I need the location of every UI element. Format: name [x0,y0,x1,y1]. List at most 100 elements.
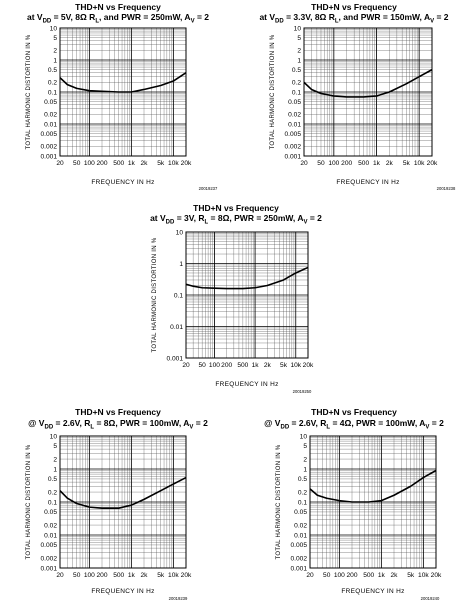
y-tick-label: 0.005 [290,542,307,549]
y-tick-label: 0.1 [174,292,183,299]
y-tick-label: 0.01 [294,532,307,539]
figure-id: 20019238 [437,186,456,191]
x-tick-label: 50 [199,362,207,369]
grid-lines [60,435,186,569]
x-tick-label: 500 [363,572,374,579]
x-tick-label: 10k [418,572,429,579]
y-tick-label: 1 [53,466,57,473]
x-tick-label: 2k [264,362,272,369]
y-axis-label: TOTAL HARMONIC DISTORTION IN % [276,444,282,559]
y-tick-label: 0.001 [40,153,57,160]
x-tick-label: 20 [56,572,64,579]
x-tick-label: 1k [378,572,386,579]
chart-title: THD+N vs Frequency [75,407,161,417]
x-tick-label: 20k [181,572,192,579]
plot-frame [59,435,187,569]
y-tick-label: 0.001 [284,153,301,160]
y-tick-label: 0.02 [288,112,301,119]
chart-panel-4: THD+N vs Frequency @ VDD = 2.6V, RL = 8Ω… [0,404,236,602]
y-tick-label: 10 [176,229,184,236]
figure-id: 20019240 [421,596,440,601]
x-tick-label: 2k [386,160,394,167]
y-tick-label: 0.05 [44,509,57,516]
x-tick-label: 2k [391,572,399,579]
plot-frame [59,27,187,157]
x-tick-label: 500 [113,572,124,579]
plot-frame [309,435,437,569]
figure-id: 20019239 [169,596,188,601]
y-tick-label: 2 [53,48,57,55]
y-tick-label: 0.2 [48,80,57,87]
y-tick-label: 0.5 [48,476,57,483]
grid-lines [304,27,432,157]
x-tick-label: 20 [300,160,308,167]
y-tick-label: 1 [179,261,183,268]
x-axis-label: FREQUENCY IN Hz [215,381,278,388]
y-tick-label: 0.5 [298,476,307,483]
y-tick-label: 0.01 [44,532,57,539]
x-tick-label: 5k [157,160,165,167]
x-tick-label: 10k [168,160,179,167]
y-axis-label: TOTAL HARMONIC DISTORTION IN % [152,237,158,352]
chart-title: THD+N vs Frequency [193,203,279,213]
x-tick-label: 2k [141,572,149,579]
y-tick-label: 0.005 [40,131,57,138]
thd-chart-4: 10 5 2 1 0.5 0.2 0.1 0.05 0.02 0.01 0.005 0.002 0.00… [26,433,192,601]
y-tick-label: 0.002 [290,555,307,562]
y-tick-label: 0.01 [170,324,183,331]
x-tick-label: 500 [358,160,369,167]
y-tick-label: 0.5 [48,67,57,74]
x-tick-label: 50 [73,160,81,167]
x-tick-label: 1k [252,362,260,369]
chart-panel-2: THD+N vs Frequency at VDD = 3.3V, 8Ω RL,… [236,0,472,195]
x-tick-label: 100 [84,160,95,167]
y-tick-label: 1 [303,466,307,473]
x-axis-label: FREQUENCY IN Hz [341,588,404,595]
x-tick-label: 5k [280,362,288,369]
y-tick-label: 0.2 [48,489,57,496]
chart-title: THD+N vs Frequency [75,2,161,12]
x-tick-label: 500 [237,362,248,369]
thd-chart-2: 10 5 2 1 0.5 0.2 0.1 0.05 0.02 0.01 0.005 0.002 0.00… [270,25,456,191]
y-tick-label: 0.05 [44,99,57,106]
x-tick-label: 20k [431,572,442,579]
thd-chart-5: 10 5 2 1 0.5 0.2 0.1 0.05 0.02 0.01 0.005 0.002 0.00… [276,433,442,601]
y-tick-label: 0.002 [40,555,57,562]
chart-subtitle: @ VDD = 2.6V, RL = 4Ω, PWR = 100mW, AV =… [264,418,444,431]
x-axis-label: FREQUENCY IN Hz [91,179,154,186]
x-tick-label: 100 [334,572,345,579]
y-tick-label: 0.005 [40,542,57,549]
x-tick-label: 10k [290,362,301,369]
x-tick-label: 1k [128,572,136,579]
x-axis-label: FREQUENCY IN Hz [91,588,154,595]
x-tick-label: 10k [414,160,425,167]
y-tick-label: 0.01 [44,121,57,128]
chart-subtitle: at VDD = 3V, RL = 8Ω, PWR = 250mW, AV = … [150,213,322,226]
x-tick-label: 200 [341,160,352,167]
y-tick-label: 1 [297,57,301,64]
y-axis-label: TOTAL HARMONIC DISTORTION IN % [26,34,32,149]
y-tick-label: 5 [297,35,301,42]
y-tick-label: 0.1 [298,499,307,506]
thd-curve [59,476,187,509]
thd-curve [185,266,309,290]
x-tick-label: 20k [181,160,192,167]
x-tick-label: 100 [84,572,95,579]
y-tick-label: 2 [297,48,301,55]
x-tick-label: 50 [323,572,331,579]
plot-frame [185,231,309,359]
y-tick-label: 10 [50,25,58,32]
chart-panel-1: THD+N vs Frequency at VDD = 5V, 8Ω RL, a… [0,0,236,195]
x-tick-label: 1k [373,160,381,167]
chart-title: THD+N vs Frequency [311,2,397,12]
y-tick-label: 0.001 [40,565,57,572]
y-tick-label: 0.05 [294,509,307,516]
y-tick-label: 0.02 [44,522,57,529]
x-tick-label: 20 [182,362,190,369]
grid-lines [310,435,436,569]
x-tick-label: 10k [168,572,179,579]
x-tick-label: 100 [328,160,339,167]
x-tick-label: 50 [317,160,325,167]
thd-curve [59,72,187,93]
x-tick-label: 1k [128,160,136,167]
